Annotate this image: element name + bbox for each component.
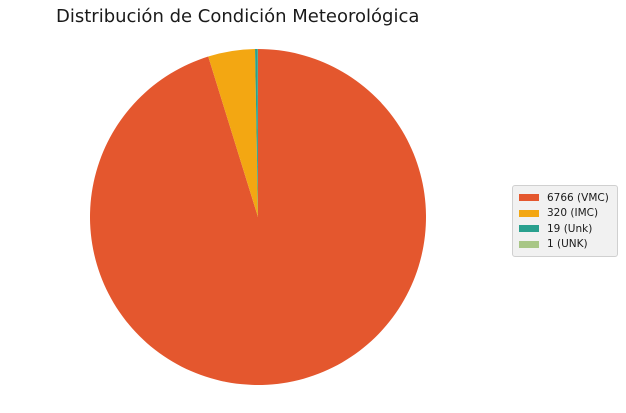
chart-title: Distribución de Condición Meteorológica [56, 6, 420, 27]
legend-swatch-vmc [519, 194, 539, 202]
legend-swatch-unk-upper [519, 240, 539, 248]
pie-slice-vmc [90, 49, 427, 386]
legend-item-vmc: 6766 (VMC) [519, 190, 611, 206]
legend-label-unk: 19 (Unk) [547, 222, 593, 235]
pie-slice-unk [255, 49, 258, 217]
legend-label-unk-upper: 1 (UNK) [547, 238, 588, 251]
legend-item-unk-upper: 1 (UNK) [519, 237, 611, 253]
legend-item-unk: 19 (Unk) [519, 221, 611, 237]
legend-label-imc: 320 (IMC) [547, 207, 599, 220]
legend-label-vmc: 6766 (VMC) [547, 191, 609, 204]
legend-swatch-imc [519, 209, 539, 217]
chart-legend: 6766 (VMC) 320 (IMC) 19 (Unk) 1 (UNK) [512, 185, 618, 257]
legend-swatch-unk [519, 225, 539, 233]
pie-slices [90, 48, 427, 386]
pie-slice-imc [208, 49, 258, 217]
legend-item-imc: 320 (IMC) [519, 206, 611, 222]
